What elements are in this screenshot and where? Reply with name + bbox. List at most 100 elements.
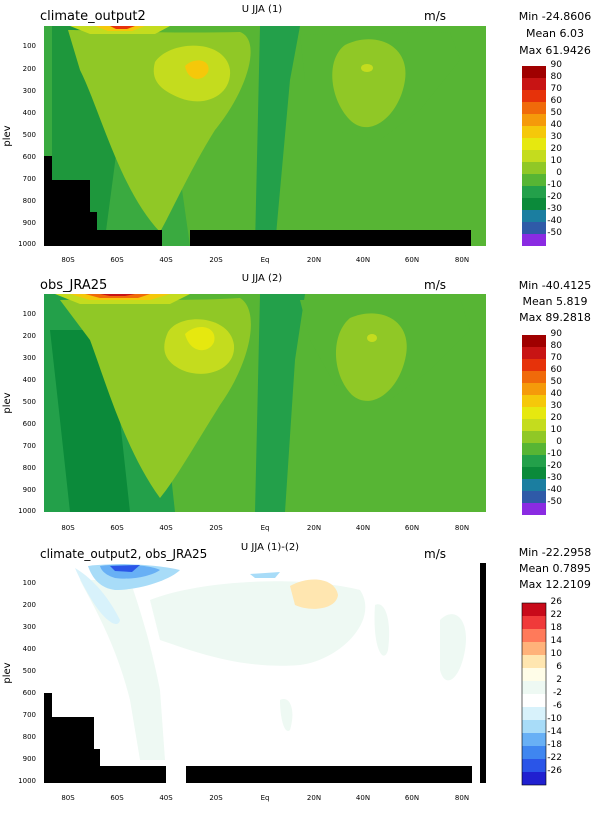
x-tick-label: 20S — [209, 524, 223, 532]
colorbar-label: 70 — [551, 84, 563, 94]
colorbar-swatch — [522, 90, 546, 102]
colorbar-swatch — [522, 359, 546, 371]
colorbar-swatch — [522, 126, 546, 138]
colorbar-label: -50 — [547, 228, 562, 238]
contour-band — [280, 699, 293, 731]
contour-band — [332, 39, 406, 128]
contour-band — [250, 572, 280, 578]
colorbar-label: 90 — [551, 60, 563, 70]
contour-field — [44, 26, 486, 246]
contour-band — [374, 604, 390, 656]
stat-min: Min -40.4125 — [519, 279, 591, 292]
y-axis-label: plev — [2, 125, 13, 146]
colorbar-swatch — [522, 772, 546, 785]
colorbar-label: -50 — [547, 497, 562, 507]
colorbar-label: -18 — [547, 740, 562, 750]
contour-field — [44, 294, 486, 512]
y-tick-label: 800 — [23, 733, 36, 741]
x-axis: 80S 60S 40S 20S Eq 20N 40N 60N 80N — [61, 524, 469, 532]
y-axis: plev 100 200 300 400 500 600 700 800 900… — [2, 310, 36, 515]
y-tick-label: 400 — [23, 645, 36, 653]
y-tick-label: 500 — [23, 398, 36, 406]
colorbar-swatch — [522, 395, 546, 407]
y-tick-label: 400 — [23, 376, 36, 384]
y-tick-label: 100 — [23, 42, 36, 50]
x-tick-label: 20N — [307, 256, 321, 264]
colorbar-swatch — [522, 383, 546, 395]
stat-max: Max 89.2818 — [519, 311, 591, 324]
colorbar-label: 20 — [551, 413, 563, 423]
y-axis: plev 100 200 300 400 500 600 700 800 900… — [2, 579, 36, 785]
colorbar-label: 10 — [551, 425, 563, 435]
contour-band — [185, 327, 215, 351]
colorbar-label: 10 — [551, 649, 563, 659]
terrain-mask — [44, 156, 162, 246]
y-tick-label: 900 — [23, 755, 36, 763]
y-tick-label: 700 — [23, 442, 36, 450]
colorbar-swatch — [522, 407, 546, 419]
colorbar-swatch — [522, 629, 546, 642]
colorbar-label: 26 — [551, 597, 563, 607]
y-tick-label: 300 — [23, 87, 36, 95]
colorbar-swatch — [522, 479, 546, 491]
x-tick-label: 60S — [110, 256, 124, 264]
terrain-mask — [190, 230, 471, 246]
contour-band — [290, 579, 338, 609]
panel-title-left: climate_output2 — [40, 9, 146, 24]
contour-band — [367, 334, 377, 342]
x-tick-label: 60N — [405, 256, 419, 264]
y-tick-label: 600 — [23, 153, 36, 161]
units-label: m/s — [424, 278, 446, 292]
colorbar-swatch — [522, 198, 546, 210]
y-axis-label: plev — [2, 392, 13, 413]
colorbar-label: 2 — [556, 675, 562, 685]
colorbar-swatch — [522, 102, 546, 114]
x-tick-label: Eq — [261, 524, 270, 532]
colorbar-label: -10 — [547, 714, 562, 724]
colorbar-label: -20 — [547, 461, 562, 471]
colorbar-label: 0 — [556, 168, 562, 178]
colorbar-label: 40 — [551, 120, 563, 130]
contour-band — [110, 26, 135, 29]
colorbar-swatch — [522, 371, 546, 383]
x-tick-label: 60S — [110, 794, 124, 802]
y-tick-label: 800 — [23, 197, 36, 205]
y-tick-label: 1000 — [18, 240, 36, 248]
stat-max: Max 61.9426 — [519, 44, 591, 57]
x-tick-label: 40S — [159, 524, 173, 532]
panel-title-left: obs_JRA25 — [40, 278, 107, 293]
contour-band — [255, 294, 305, 512]
colorbar-swatch — [522, 186, 546, 198]
colorbar-swatch — [522, 443, 546, 455]
x-tick-label: 80S — [61, 524, 75, 532]
panel-2: obs_JRA25 U JJA (2) m/s Min -40.4125 Mea… — [2, 273, 591, 532]
colorbar-swatch — [522, 603, 546, 616]
x-tick-label: 20S — [209, 256, 223, 264]
colorbar-label: 50 — [551, 377, 563, 387]
contour-band — [185, 60, 209, 79]
colorbar-swatch — [522, 668, 546, 681]
colorbar-label: 90 — [551, 329, 563, 339]
colorbar-swatch — [522, 347, 546, 359]
contour-band — [110, 565, 140, 572]
y-tick-label: 900 — [23, 219, 36, 227]
colorbar-label: 10 — [551, 156, 563, 166]
colorbar-swatch — [522, 467, 546, 479]
x-axis: 80S 60S 40S 20S Eq 20N 40N 60N 80N — [61, 794, 469, 802]
x-tick-label: 40N — [356, 794, 370, 802]
colorbar-label: 60 — [551, 96, 563, 106]
colorbar-swatch — [522, 66, 546, 78]
y-tick-label: 300 — [23, 354, 36, 362]
y-tick-label: 200 — [23, 65, 36, 73]
colorbar-label: -2 — [553, 688, 562, 698]
colorbar-swatch — [522, 234, 546, 246]
contour-band — [80, 580, 165, 760]
x-tick-label: 40S — [159, 794, 173, 802]
x-tick-label: 60N — [405, 524, 419, 532]
colorbar-swatch — [522, 655, 546, 668]
terrain-mask — [480, 563, 486, 783]
terrain-mask — [186, 766, 472, 783]
panel-1: climate_output2 U JJA (1) m/s Min -24.86… — [2, 4, 591, 264]
panel-title-center: U JJA (1)-(2) — [241, 542, 299, 553]
y-tick-label: 1000 — [18, 777, 36, 785]
